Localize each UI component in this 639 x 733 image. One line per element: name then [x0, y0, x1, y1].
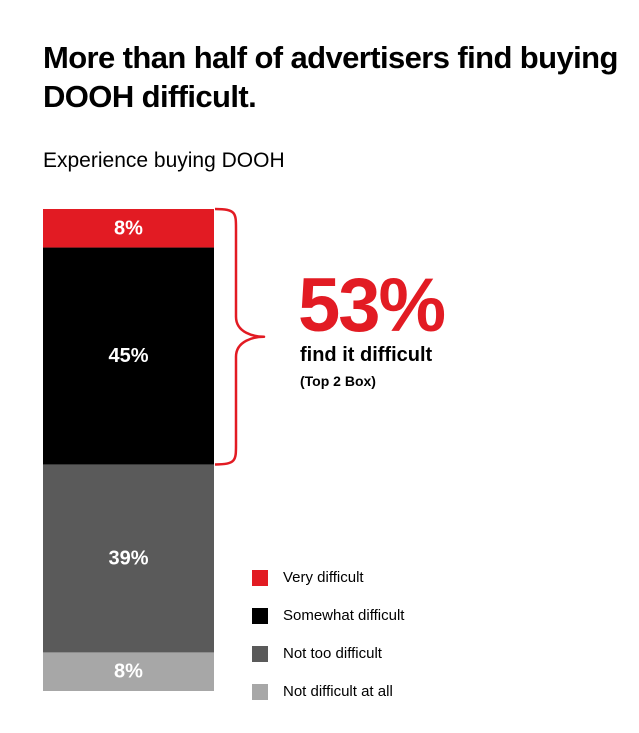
top-2-box-brace: [214, 207, 266, 466]
callout-note: (Top 2 Box): [300, 373, 376, 389]
chart-subtitle: Experience buying DOOH: [43, 149, 285, 172]
data-label-somewhat-difficult: 45%: [108, 345, 148, 367]
chart-title: More than half of advertisers find buyin…: [43, 40, 618, 114]
legend-item-very-difficult: Very difficult: [252, 559, 404, 597]
bar-segment-very-difficult: [43, 209, 214, 248]
legend-item-somewhat-difficult: Somewhat difficult: [252, 597, 404, 635]
legend-label: Not too difficult: [283, 645, 382, 662]
data-label-very-difficult: 8%: [114, 217, 143, 239]
legend-swatch: [252, 646, 268, 662]
legend-item-not-difficult-at-all: Not difficult at all: [252, 673, 404, 711]
callout-value: 53%: [298, 263, 446, 348]
legend-label: Very difficult: [283, 569, 364, 586]
legend: Very difficult Somewhat difficult Not to…: [252, 559, 404, 711]
legend-label: Somewhat difficult: [283, 607, 405, 624]
bar-segment-not-too-difficult: [43, 464, 214, 653]
bar-segment-not-difficult-at-all: [43, 652, 214, 691]
data-label-not-too-difficult: 39%: [108, 547, 148, 569]
callout-label: find it difficult: [300, 344, 433, 366]
legend-swatch: [252, 608, 268, 624]
stacked-bar: 8% 45% 39% 8%: [43, 209, 214, 691]
bar-segment-somewhat-difficult: [43, 247, 214, 465]
legend-swatch: [252, 570, 268, 586]
legend-label: Not difficult at all: [283, 683, 393, 700]
data-label-not-difficult-at-all: 8%: [114, 661, 143, 683]
legend-swatch: [252, 684, 268, 700]
legend-item-not-too-difficult: Not too difficult: [252, 635, 404, 673]
